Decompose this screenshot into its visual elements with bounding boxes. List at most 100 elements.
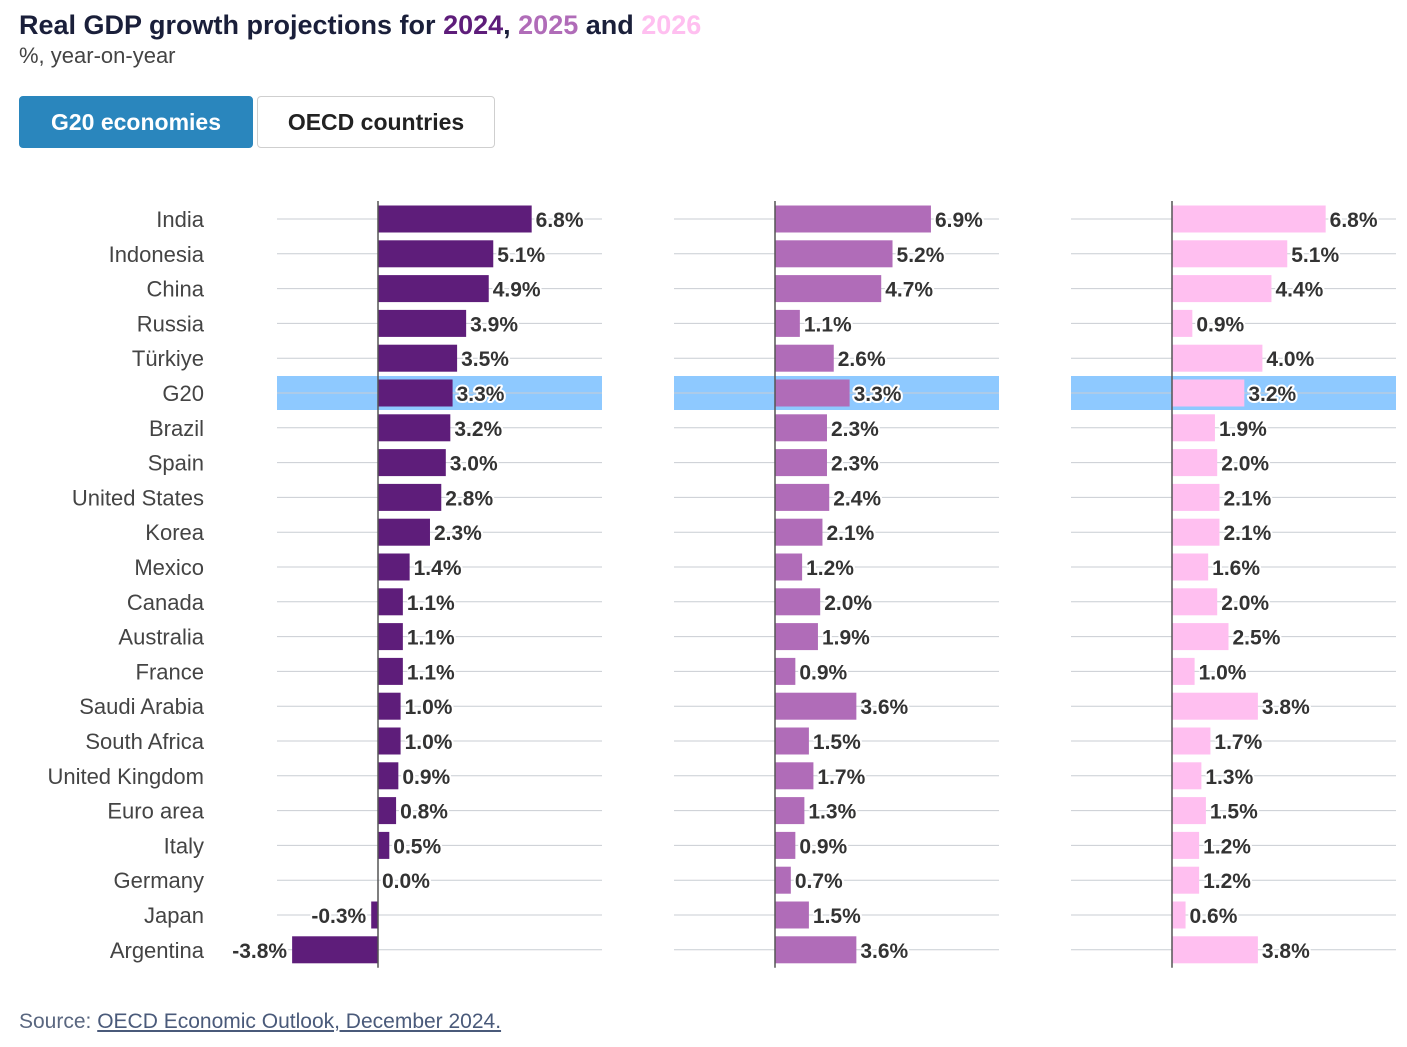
value-label-2024-russia: 3.9% <box>470 313 518 336</box>
category-label-argentina: Argentina <box>110 938 205 963</box>
bar-2024-saudi-arabia <box>378 692 401 720</box>
tab-g20-economies[interactable]: G20 economies <box>19 96 253 148</box>
value-label-2025-argentina: 3.6% <box>860 940 908 963</box>
value-label-2024-japan: -0.3% <box>311 905 366 928</box>
bar-2025-japan <box>775 901 809 929</box>
category-label-japan: Japan <box>144 903 204 928</box>
bar-2026-brazil <box>1172 414 1215 442</box>
title-sep-2: and <box>578 10 642 40</box>
bar-2025-saudi-arabia <box>775 692 857 720</box>
value-label-2026-united-kingdom: 1.3% <box>1205 766 1253 789</box>
value-label-2024-india: 6.8% <box>536 209 584 232</box>
bar-2026-korea <box>1172 518 1220 546</box>
value-label-2026-canada: 2.0% <box>1221 592 1269 615</box>
value-label-2024-saudi-arabia: 1.0% <box>405 696 453 719</box>
title-sep-1: , <box>503 10 519 40</box>
category-label-g20: G20 <box>162 381 204 406</box>
value-label-2025-euro-area: 1.3% <box>808 801 856 824</box>
bar-2025-united-states <box>775 483 830 511</box>
category-label-euro-area: Euro area <box>107 799 204 824</box>
value-label-2026-south-africa: 1.7% <box>1214 731 1262 754</box>
value-label-2026-g20: 3.2% <box>1248 383 1296 406</box>
value-label-2024-united-kingdom: 0.9% <box>402 766 450 789</box>
category-label-italy: Italy <box>164 833 204 858</box>
value-label-2025-spain: 2.3% <box>831 453 879 476</box>
value-label-2026-indonesia: 5.1% <box>1291 244 1339 267</box>
value-label-2025-indonesia: 5.2% <box>897 244 945 267</box>
bar-2025-france <box>775 657 796 685</box>
bar-2025-canada <box>775 588 821 616</box>
chart-title: Real GDP growth projections for 2024, 20… <box>19 10 701 41</box>
value-label-2025-united-states: 2.4% <box>833 487 881 510</box>
bar-2025-russia <box>775 309 800 337</box>
value-label-2026-japan: 0.6% <box>1190 905 1238 928</box>
value-label-2025-g20: 3.3% <box>854 383 902 406</box>
value-label-2024-italy: 0.5% <box>393 835 441 858</box>
value-label-2026-euro-area: 1.5% <box>1210 801 1258 824</box>
value-label-2026-argentina: 3.8% <box>1262 940 1310 963</box>
chart-subtitle: %, year-on-year <box>19 43 176 68</box>
bar-2024-spain <box>378 449 446 477</box>
value-label-2025-korea: 2.1% <box>826 522 874 545</box>
value-label-2024-korea: 2.3% <box>434 522 482 545</box>
category-label-germany: Germany <box>114 868 204 893</box>
value-label-2026-russia: 0.9% <box>1196 313 1244 336</box>
bar-2024-china <box>378 275 489 303</box>
bar-2024-france <box>378 657 403 685</box>
tab-oecd-countries[interactable]: OECD countries <box>257 96 495 148</box>
bar-2026-canada <box>1172 588 1218 616</box>
value-label-2025-japan: 1.5% <box>813 905 861 928</box>
bar-2026-india <box>1172 205 1326 233</box>
value-label-2026-brazil: 1.9% <box>1219 418 1267 441</box>
bar-2025-mexico <box>775 553 803 581</box>
bar-2025-argentina <box>775 936 857 964</box>
bar-2026-euro-area <box>1172 797 1206 825</box>
value-label-2024-germany: 0.0% <box>382 870 430 893</box>
category-label-australia: Australia <box>118 625 204 650</box>
value-label-2025-turkiye: 2.6% <box>838 348 886 371</box>
value-label-2024-euro-area: 0.8% <box>400 801 448 824</box>
value-label-2024-brazil: 3.2% <box>454 418 502 441</box>
bar-2026-argentina <box>1172 936 1258 964</box>
value-label-2024-indonesia: 5.1% <box>497 244 545 267</box>
bar-2025-australia <box>775 623 818 651</box>
value-label-2024-australia: 1.1% <box>407 627 455 650</box>
bar-2024-russia <box>378 309 467 337</box>
bar-2025-india <box>775 205 931 233</box>
bar-2026-mexico <box>1172 553 1209 581</box>
title-year-2024: 2024 <box>443 10 504 40</box>
category-label-united-states: United States <box>72 485 204 510</box>
value-label-2026-korea: 2.1% <box>1223 522 1271 545</box>
value-label-2025-france: 0.9% <box>799 661 847 684</box>
value-label-2026-australia: 2.5% <box>1233 627 1281 650</box>
bar-2026-turkiye <box>1172 344 1263 372</box>
bar-2025-euro-area <box>775 797 805 825</box>
value-label-2024-united-states: 2.8% <box>445 487 493 510</box>
value-label-2026-united-states: 2.1% <box>1223 487 1271 510</box>
title-prefix: Real GDP growth projections for <box>19 10 444 40</box>
bar-2024-brazil <box>378 414 451 442</box>
value-label-2026-france: 1.0% <box>1199 661 1247 684</box>
category-label-india: India <box>156 207 204 232</box>
bar-2024-indonesia <box>378 240 494 268</box>
bar-2024-mexico <box>378 553 410 581</box>
value-label-2026-india: 6.8% <box>1330 209 1378 232</box>
bar-2026-japan <box>1172 901 1186 929</box>
bar-2025-spain <box>775 449 827 477</box>
category-label-russia: Russia <box>137 311 205 336</box>
value-label-2026-china: 4.4% <box>1275 279 1323 302</box>
gdp-bar-chart: India Indonesia China Russia Türkiye G20 Brazi… <box>47 201 1396 968</box>
value-label-2024-south-africa: 1.0% <box>405 731 453 754</box>
bar-2024-korea <box>378 518 430 546</box>
bar-2025-china <box>775 275 882 303</box>
source-link[interactable]: OECD Economic Outlook, December 2024. <box>97 1010 502 1033</box>
bar-2024-united-states <box>378 483 442 511</box>
value-label-2026-mexico: 1.6% <box>1212 557 1260 580</box>
value-label-2025-south-africa: 1.5% <box>813 731 861 754</box>
bar-2026-g20 <box>1172 379 1245 407</box>
value-label-2025-australia: 1.9% <box>822 627 870 650</box>
bar-2026-germany <box>1172 866 1200 894</box>
bar-2025-turkiye <box>775 344 834 372</box>
bar-2024-italy <box>378 831 390 859</box>
bar-2025-korea <box>775 518 823 546</box>
